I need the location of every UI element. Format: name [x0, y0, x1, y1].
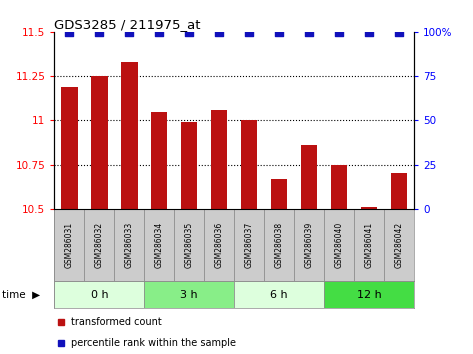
Bar — [234, 209, 264, 281]
Text: 12 h: 12 h — [357, 290, 381, 300]
Point — [395, 29, 403, 35]
Bar — [204, 209, 234, 281]
Bar — [241, 120, 257, 209]
Bar — [384, 209, 414, 281]
Bar — [324, 281, 414, 308]
Bar — [174, 209, 204, 281]
Bar — [324, 209, 354, 281]
Text: time  ▶: time ▶ — [2, 290, 41, 300]
Text: GSM286041: GSM286041 — [364, 222, 374, 268]
Bar — [144, 209, 174, 281]
Bar — [121, 62, 138, 209]
Bar — [54, 209, 84, 281]
Text: GSM286032: GSM286032 — [95, 222, 104, 268]
Bar — [114, 209, 144, 281]
Point — [365, 29, 373, 35]
Bar — [234, 281, 324, 308]
Point — [335, 29, 343, 35]
Text: GSM286034: GSM286034 — [155, 222, 164, 268]
Bar — [144, 281, 234, 308]
Bar — [354, 209, 384, 281]
Text: 0 h: 0 h — [90, 290, 108, 300]
Bar — [61, 87, 78, 209]
Text: GSM286040: GSM286040 — [334, 222, 343, 268]
Bar — [54, 281, 144, 308]
Bar — [301, 145, 317, 209]
Point — [275, 29, 283, 35]
Text: GSM286042: GSM286042 — [394, 222, 403, 268]
Bar — [181, 122, 197, 209]
Bar — [271, 179, 287, 209]
Bar — [391, 173, 407, 209]
Text: GSM286033: GSM286033 — [125, 222, 134, 268]
Bar — [91, 76, 107, 209]
Point — [125, 29, 133, 35]
Bar — [151, 112, 167, 209]
Text: GSM286039: GSM286039 — [305, 222, 314, 268]
Point — [185, 29, 193, 35]
Text: GSM286035: GSM286035 — [184, 222, 194, 268]
Bar — [84, 209, 114, 281]
Text: 3 h: 3 h — [180, 290, 198, 300]
Point — [305, 29, 313, 35]
Point — [156, 29, 163, 35]
Text: GSM286037: GSM286037 — [245, 222, 254, 268]
Text: percentile rank within the sample: percentile rank within the sample — [71, 338, 236, 348]
Bar — [294, 209, 324, 281]
Text: GDS3285 / 211975_at: GDS3285 / 211975_at — [54, 18, 201, 31]
Text: 6 h: 6 h — [270, 290, 288, 300]
Bar — [264, 209, 294, 281]
Text: GSM286036: GSM286036 — [215, 222, 224, 268]
Point — [96, 29, 103, 35]
Bar — [211, 110, 228, 209]
Point — [215, 29, 223, 35]
Point — [245, 29, 253, 35]
Text: GSM286031: GSM286031 — [65, 222, 74, 268]
Bar — [361, 207, 377, 209]
Bar — [331, 165, 347, 209]
Text: GSM286038: GSM286038 — [274, 222, 284, 268]
Point — [66, 29, 73, 35]
Text: transformed count: transformed count — [71, 317, 162, 327]
